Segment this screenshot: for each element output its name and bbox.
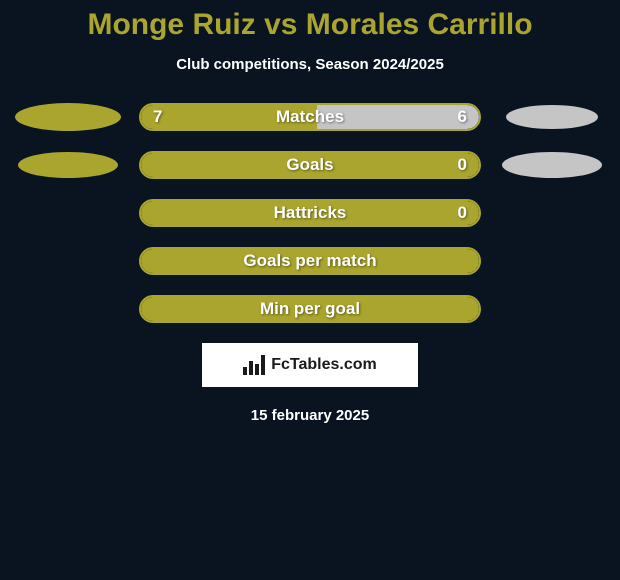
stat-row-goals-per-match: Goals per match: [0, 247, 620, 275]
left-ellipse: [18, 152, 119, 179]
stat-bar: 7 Matches 6: [139, 103, 481, 131]
stat-label: Matches: [141, 105, 479, 129]
stat-bar: Goals 0: [139, 151, 481, 179]
bars-icon: [243, 355, 265, 375]
subtitle: Club competitions, Season 2024/2025: [0, 56, 620, 73]
stat-row-goals: Goals 0: [0, 151, 620, 179]
stat-row-matches: 7 Matches 6: [0, 103, 620, 131]
stat-label: Goals per match: [141, 249, 479, 273]
stat-label: Min per goal: [141, 297, 479, 321]
right-value: 0: [458, 201, 467, 225]
stat-row-hattricks: Hattricks 0: [0, 199, 620, 227]
stat-bar: Hattricks 0: [139, 199, 481, 227]
stat-bar: Min per goal: [139, 295, 481, 323]
stat-bar: Goals per match: [139, 247, 481, 275]
right-ellipse: [506, 105, 597, 129]
right-value: 6: [458, 105, 467, 129]
page-title: Monge Ruiz vs Morales Carrillo: [0, 0, 620, 42]
stat-label: Goals: [141, 153, 479, 177]
stat-label: Hattricks: [141, 201, 479, 225]
date-text: 15 february 2025: [0, 407, 620, 424]
left-ellipse: [15, 103, 121, 131]
right-value: 0: [458, 153, 467, 177]
attribution-text: FcTables.com: [271, 356, 377, 374]
right-ellipse: [502, 152, 603, 179]
stat-row-min-per-goal: Min per goal: [0, 295, 620, 323]
comparison-rows: 7 Matches 6 Goals 0 Hattricks 0: [0, 103, 620, 323]
attribution-badge: FcTables.com: [202, 343, 418, 387]
